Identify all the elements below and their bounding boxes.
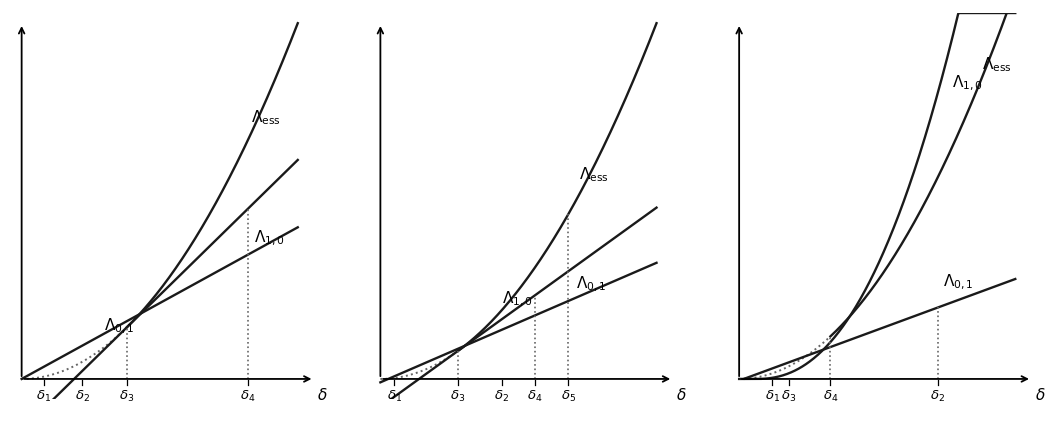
Text: $\Lambda_{0,1}$: $\Lambda_{0,1}$: [944, 273, 974, 292]
Text: $\delta_2$: $\delta_2$: [931, 389, 946, 404]
Text: $\delta_1$: $\delta_1$: [765, 389, 779, 404]
Text: $\Lambda_{0,1}$: $\Lambda_{0,1}$: [105, 316, 136, 335]
Text: $\delta_4$: $\delta_4$: [823, 389, 838, 404]
Text: $\Lambda_{\rm ess}$: $\Lambda_{\rm ess}$: [579, 166, 609, 184]
Text: $\Lambda_{1,0}$: $\Lambda_{1,0}$: [502, 290, 533, 309]
Text: $\delta_3$: $\delta_3$: [119, 389, 134, 404]
Text: $\delta_5$: $\delta_5$: [560, 389, 576, 404]
Text: $\delta$: $\delta$: [317, 388, 327, 404]
Text: $\delta_2$: $\delta_2$: [75, 389, 90, 404]
Text: $\delta_4$: $\delta_4$: [240, 389, 256, 404]
Text: $\delta_3$: $\delta_3$: [450, 389, 465, 404]
Text: $\delta_4$: $\delta_4$: [527, 389, 543, 404]
Text: $\delta_2$: $\delta_2$: [495, 389, 509, 404]
Text: $\Lambda_{1,0}$: $\Lambda_{1,0}$: [952, 74, 983, 93]
Text: $\delta_3$: $\delta_3$: [782, 389, 796, 404]
Text: $\delta$: $\delta$: [676, 388, 686, 404]
Text: $\delta_1$: $\delta_1$: [36, 389, 51, 404]
Text: $\delta$: $\delta$: [1035, 388, 1045, 404]
Text: $\Lambda_{1,0}$: $\Lambda_{1,0}$: [253, 229, 285, 248]
Text: $\Lambda_{\rm ess}$: $\Lambda_{\rm ess}$: [251, 108, 281, 127]
Text: $\delta_1$: $\delta_1$: [387, 389, 401, 404]
Text: $\Lambda_{\rm ess}$: $\Lambda_{\rm ess}$: [982, 55, 1011, 74]
Text: $\Lambda_{0,1}$: $\Lambda_{0,1}$: [576, 275, 607, 294]
